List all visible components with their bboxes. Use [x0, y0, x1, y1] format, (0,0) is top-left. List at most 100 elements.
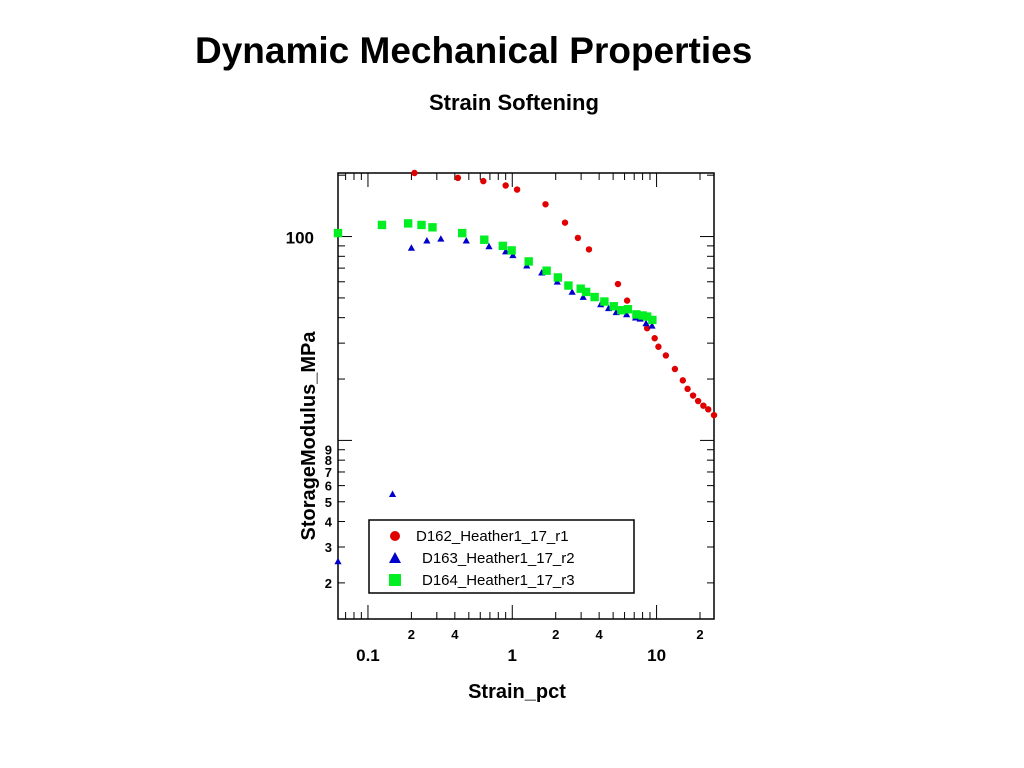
y-minor-tick-label: 4	[325, 515, 333, 530]
x-minor-tick-label: 2	[696, 627, 703, 642]
chart-subtitle: Strain Softening	[429, 90, 599, 115]
y-minor-tick-label: 7	[325, 465, 332, 480]
data-point	[377, 220, 387, 230]
data-point	[417, 220, 426, 230]
legend-entry: D162_Heather1_17_r1	[390, 528, 569, 545]
data-point	[648, 315, 657, 325]
data-point	[662, 352, 670, 359]
data-point	[694, 397, 702, 405]
data-point	[458, 228, 467, 238]
y-minor-tick-label: 8	[325, 453, 332, 468]
plot-frame	[337, 172, 715, 620]
legend-label: D162_Heather1_17_r1	[416, 528, 569, 545]
data-point	[632, 310, 641, 319]
data-point	[502, 182, 509, 189]
legend-marker	[390, 531, 400, 541]
data-point	[574, 234, 582, 242]
data-point	[705, 406, 712, 413]
axes-frame	[337, 172, 715, 620]
data-point	[679, 377, 687, 384]
data-point	[553, 273, 563, 282]
data-point	[509, 251, 517, 259]
data-point	[576, 284, 585, 293]
data-point	[485, 242, 493, 250]
x-minor-tick-label: 2	[552, 627, 559, 642]
data-point	[498, 241, 508, 251]
data-point	[642, 319, 650, 327]
data-point	[542, 266, 551, 275]
legend: D162_Heather1_17_r1 D163_Heather1_17_r2 D1…	[368, 519, 635, 594]
data-point	[609, 302, 618, 311]
legend-entry: D163_Heather1_17_r2	[389, 550, 575, 567]
y-minor-tick-label: 3	[325, 540, 332, 555]
data-point	[614, 280, 622, 288]
data-point	[642, 312, 652, 321]
x-tick-label: 0.1	[356, 646, 380, 665]
y-axis-label: StorageModulus_MPa	[298, 331, 320, 541]
data-point	[513, 186, 521, 193]
data-point	[411, 169, 418, 177]
data-point	[689, 392, 697, 399]
data-point	[600, 297, 609, 306]
data-point	[643, 325, 651, 332]
data-point	[651, 335, 658, 342]
data-point	[423, 237, 431, 244]
data-point	[590, 292, 599, 302]
x-tick-label: 10	[647, 646, 666, 665]
data-point	[462, 237, 470, 244]
data-point	[638, 311, 647, 320]
series-2	[334, 235, 656, 565]
data-point	[480, 235, 489, 244]
data-point	[524, 257, 533, 266]
y-minor-tick-label: 6	[325, 479, 332, 494]
data-point	[564, 281, 573, 290]
legend-marker	[389, 574, 401, 586]
y-minor-tick-label: 9	[325, 443, 332, 458]
data-point	[407, 244, 416, 251]
legend-label: D164_Heather1_17_r3	[422, 572, 575, 589]
legend-marker	[389, 552, 401, 563]
x-minor-tick-label: 4	[596, 627, 604, 642]
data-point	[333, 228, 343, 238]
data-point	[648, 322, 656, 329]
data-point	[334, 557, 342, 565]
data-point	[507, 246, 516, 255]
x-minor-tick-label: 4	[451, 627, 459, 642]
data-point	[561, 219, 569, 226]
y-minor-tick-label: 2	[325, 576, 332, 591]
data-point	[437, 235, 445, 242]
data-points	[333, 169, 718, 565]
legend-label: D163_Heather1_17_r2	[422, 550, 575, 567]
data-point	[623, 305, 633, 314]
x-minor-tick-label: 2	[408, 627, 415, 642]
series-1	[411, 169, 718, 419]
data-point	[700, 402, 707, 409]
page-title: Dynamic Mechanical Properties	[195, 30, 753, 71]
data-point	[617, 306, 626, 315]
data-point	[655, 343, 662, 350]
legend-entry: D164_Heather1_17_r3	[389, 572, 575, 589]
data-point	[454, 174, 462, 182]
y-minor-tick-label: 5	[325, 495, 332, 510]
legend-box	[368, 519, 635, 594]
data-point	[568, 288, 576, 295]
data-point	[623, 297, 631, 304]
data-point	[403, 219, 413, 228]
data-point	[579, 293, 587, 300]
x-tick-label: 1	[508, 646, 517, 665]
data-point	[581, 287, 591, 297]
data-point	[684, 385, 691, 393]
series-3	[333, 219, 657, 325]
data-point	[388, 490, 397, 498]
x-axis-label: Strain_pct	[468, 681, 566, 703]
data-point	[623, 310, 631, 318]
data-point	[480, 177, 487, 185]
data-point	[671, 365, 679, 373]
y-tick-label: 100	[286, 229, 314, 248]
data-point	[710, 411, 718, 419]
data-point	[585, 246, 593, 253]
data-point	[428, 223, 437, 232]
data-point	[542, 201, 549, 208]
